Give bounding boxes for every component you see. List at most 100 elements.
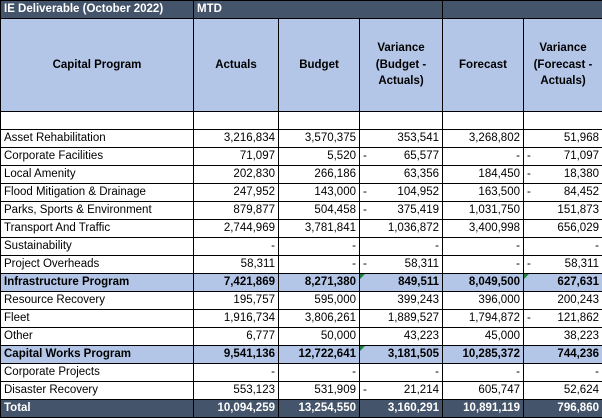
var-budget-cell[interactable]: 43,223: [360, 328, 443, 346]
budget-cell[interactable]: 12,722,641: [279, 346, 360, 364]
budget-cell[interactable]: 8,271,380: [279, 274, 360, 292]
actuals-cell[interactable]: 247,952: [194, 184, 279, 202]
program-name-cell[interactable]: Disaster Recovery: [1, 382, 194, 400]
var-budget-cell[interactable]: 375,419: [360, 202, 443, 220]
program-name-cell[interactable]: Resource Recovery: [1, 292, 194, 310]
var-forecast-cell[interactable]: 84,452: [524, 184, 602, 202]
budget-cell[interactable]: 266,186: [279, 166, 360, 184]
var-forecast-cell[interactable]: 121,862: [524, 310, 602, 328]
program-name-cell[interactable]: Transport And Traffic: [1, 220, 194, 238]
program-name-cell[interactable]: Local Amenity: [1, 166, 194, 184]
actuals-cell[interactable]: 553,123: [194, 382, 279, 400]
var-budget-cell[interactable]: 65,577: [360, 148, 443, 166]
budget-cell[interactable]: 504,458: [279, 202, 360, 220]
header-forecast[interactable]: Forecast: [443, 19, 524, 112]
budget-cell[interactable]: 5,520: [279, 148, 360, 166]
header-actuals[interactable]: Actuals: [194, 19, 279, 112]
program-name-cell[interactable]: Fleet: [1, 310, 194, 328]
budget-cell[interactable]: -: [279, 364, 360, 382]
actuals-cell[interactable]: 9,541,136: [194, 346, 279, 364]
report-title[interactable]: IE Deliverable (October 2022): [1, 1, 194, 19]
header-variance-budget[interactable]: Variance (Budget - Actuals): [360, 19, 443, 112]
budget-cell[interactable]: -: [279, 256, 360, 274]
var-forecast-cell[interactable]: 151,873: [524, 202, 602, 220]
program-name-cell[interactable]: Sustainability: [1, 238, 194, 256]
forecast-cell[interactable]: 45,000: [443, 328, 524, 346]
var-forecast-cell[interactable]: 51,968: [524, 130, 602, 148]
actuals-cell[interactable]: 2,744,969: [194, 220, 279, 238]
budget-cell[interactable]: 143,000: [279, 184, 360, 202]
period-label[interactable]: MTD: [194, 1, 443, 19]
var-forecast-cell[interactable]: -: [524, 238, 602, 256]
var-forecast-cell[interactable]: 627,631: [524, 274, 602, 292]
var-forecast-cell[interactable]: -: [524, 364, 602, 382]
program-name-cell[interactable]: Corporate Projects: [1, 364, 194, 382]
var-budget-cell[interactable]: 849,511: [360, 274, 443, 292]
var-budget-cell[interactable]: 399,243: [360, 292, 443, 310]
var-forecast-cell[interactable]: 58,311: [524, 256, 602, 274]
forecast-cell[interactable]: 1,031,750: [443, 202, 524, 220]
forecast-cell[interactable]: -: [443, 364, 524, 382]
budget-cell[interactable]: 3,781,841: [279, 220, 360, 238]
actuals-cell[interactable]: 58,311: [194, 256, 279, 274]
forecast-cell[interactable]: -: [443, 256, 524, 274]
header-budget[interactable]: Budget: [279, 19, 360, 112]
forecast-cell[interactable]: 396,000: [443, 292, 524, 310]
var-budget-cell[interactable]: 63,356: [360, 166, 443, 184]
actuals-cell[interactable]: -: [194, 364, 279, 382]
var-forecast-cell[interactable]: 200,243: [524, 292, 602, 310]
var-budget-cell[interactable]: 104,952: [360, 184, 443, 202]
actuals-cell[interactable]: 71,097: [194, 148, 279, 166]
var-budget-cell[interactable]: 1,889,527: [360, 310, 443, 328]
program-name-cell[interactable]: Other: [1, 328, 194, 346]
budget-cell[interactable]: 3,806,261: [279, 310, 360, 328]
forecast-cell[interactable]: 184,450: [443, 166, 524, 184]
budget-cell[interactable]: 595,000: [279, 292, 360, 310]
var-forecast-cell[interactable]: 18,380: [524, 166, 602, 184]
forecast-cell[interactable]: 605,747: [443, 382, 524, 400]
forecast-cell[interactable]: -: [443, 148, 524, 166]
actuals-cell[interactable]: 879,877: [194, 202, 279, 220]
header-capital-program[interactable]: Capital Program: [1, 19, 194, 112]
program-name-cell[interactable]: Flood Mitigation & Drainage: [1, 184, 194, 202]
var-budget-cell[interactable]: 3,181,505: [360, 346, 443, 364]
var-forecast-cell[interactable]: 656,029: [524, 220, 602, 238]
actuals-cell[interactable]: 202,830: [194, 166, 279, 184]
forecast-cell[interactable]: 163,500: [443, 184, 524, 202]
forecast-cell[interactable]: -: [443, 238, 524, 256]
program-name-cell[interactable]: Parks, Sports & Environment: [1, 202, 194, 220]
var-budget-cell[interactable]: -: [360, 364, 443, 382]
budget-cell[interactable]: 531,909: [279, 382, 360, 400]
program-name-cell[interactable]: Capital Works Program: [1, 346, 194, 364]
var-budget-cell[interactable]: 21,214: [360, 382, 443, 400]
actuals-cell[interactable]: -: [194, 238, 279, 256]
actuals-cell[interactable]: 1,916,734: [194, 310, 279, 328]
actuals-cell[interactable]: 195,757: [194, 292, 279, 310]
forecast-cell[interactable]: 8,049,500: [443, 274, 524, 292]
program-name-cell[interactable]: Corporate Facilities: [1, 148, 194, 166]
var-forecast-cell[interactable]: 71,097: [524, 148, 602, 166]
forecast-cell[interactable]: 3,400,998: [443, 220, 524, 238]
var-budget-cell[interactable]: 353,541: [360, 130, 443, 148]
program-name-cell[interactable]: Asset Rehabilitation: [1, 130, 194, 148]
budget-cell[interactable]: 3,570,375: [279, 130, 360, 148]
program-name-cell[interactable]: Project Overheads: [1, 256, 194, 274]
actuals-cell[interactable]: 3,216,834: [194, 130, 279, 148]
var-budget-cell[interactable]: 58,311: [360, 256, 443, 274]
var-forecast-cell[interactable]: 744,236: [524, 346, 602, 364]
forecast-cell[interactable]: 1,794,872: [443, 310, 524, 328]
var-budget-cell[interactable]: -: [360, 238, 443, 256]
title-blank-cell[interactable]: [443, 1, 602, 19]
actuals-cell[interactable]: 6,777: [194, 328, 279, 346]
var-forecast-cell[interactable]: 52,624: [524, 382, 602, 400]
budget-cell[interactable]: 50,000: [279, 328, 360, 346]
program-name-cell[interactable]: Infrastructure Program: [1, 274, 194, 292]
actuals-cell[interactable]: 7,421,869: [194, 274, 279, 292]
forecast-cell[interactable]: 10,285,372: [443, 346, 524, 364]
header-variance-forecast[interactable]: Variance (Forecast - Actuals): [524, 19, 602, 112]
var-forecast-cell[interactable]: 38,223: [524, 328, 602, 346]
forecast-cell[interactable]: 3,268,802: [443, 130, 524, 148]
var-budget-cell[interactable]: 1,036,872: [360, 220, 443, 238]
budget-cell[interactable]: -: [279, 238, 360, 256]
